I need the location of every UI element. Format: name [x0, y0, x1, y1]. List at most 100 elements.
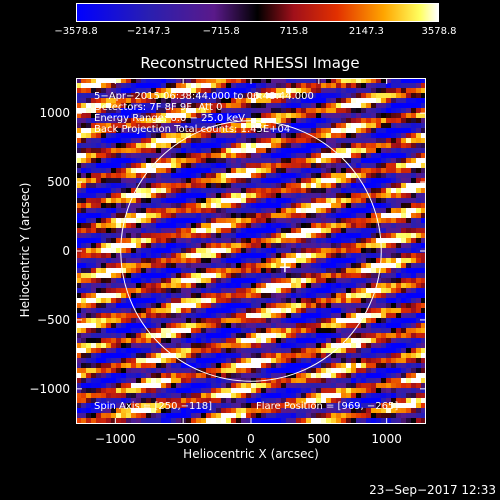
- heatmap-cell: [316, 143, 322, 149]
- heatmap-cell: [91, 258, 97, 264]
- heatmap-cell: [366, 338, 372, 344]
- heatmap-cell: [201, 388, 207, 394]
- heatmap-cell: [416, 323, 422, 329]
- heatmap-cell: [146, 203, 152, 209]
- heatmap-cell: [331, 103, 337, 109]
- heatmap-cell: [181, 298, 187, 304]
- heatmap-cell: [186, 328, 192, 334]
- heatmap-cell: [196, 273, 202, 279]
- heatmap-cell: [336, 283, 342, 289]
- heatmap-cell: [166, 183, 172, 189]
- heatmap-cell: [226, 203, 232, 209]
- heatmap-cell: [291, 198, 297, 204]
- heatmap-cell: [276, 338, 282, 344]
- heatmap-cell: [321, 308, 327, 314]
- heatmap-cell: [86, 133, 92, 139]
- heatmap-cell: [316, 298, 322, 304]
- heatmap-cell: [401, 278, 407, 284]
- heatmap-cell: [361, 243, 367, 249]
- heatmap-cell: [406, 198, 412, 204]
- heatmap-cell: [351, 268, 357, 274]
- heatmap-cell: [281, 378, 287, 384]
- heatmap-cell: [396, 83, 402, 89]
- heatmap-cell: [76, 268, 82, 274]
- heatmap-cell: [376, 83, 382, 89]
- heatmap-cell: [421, 133, 426, 139]
- heatmap-cell: [186, 398, 192, 404]
- heatmap-cell: [391, 133, 397, 139]
- heatmap-cell: [116, 348, 122, 354]
- heatmap-cell: [146, 308, 152, 314]
- heatmap-cell: [196, 118, 202, 124]
- heatmap-cell: [276, 133, 282, 139]
- heatmap-cell: [201, 318, 207, 324]
- heatmap-cell: [166, 108, 172, 114]
- heatmap-cell: [151, 78, 157, 84]
- heatmap-cell: [256, 228, 262, 234]
- heatmap-cell: [321, 338, 327, 344]
- heatmap-cell: [226, 288, 232, 294]
- heatmap-cell: [401, 383, 407, 389]
- heatmap-cell: [81, 183, 87, 189]
- heatmap-cell: [146, 418, 152, 424]
- heatmap-cell: [96, 198, 102, 204]
- heatmap-cell: [286, 153, 292, 159]
- heatmap-cell: [406, 353, 412, 359]
- heatmap-cell: [166, 143, 172, 149]
- heatmap-cell: [186, 233, 192, 239]
- heatmap-cell: [371, 403, 377, 409]
- heatmap-cell: [176, 323, 182, 329]
- heatmap-cell: [121, 108, 127, 114]
- heatmap-cell: [346, 273, 352, 279]
- heatmap-cell: [386, 303, 392, 309]
- heatmap-cell: [281, 253, 287, 259]
- heatmap-cell: [366, 208, 372, 214]
- heatmap-cell: [416, 203, 422, 209]
- heatmap-cell: [286, 403, 292, 409]
- heatmap-cell: [286, 318, 292, 324]
- heatmap-cell: [171, 138, 177, 144]
- heatmap-cell: [261, 398, 267, 404]
- heatmap-cell: [176, 208, 182, 214]
- heatmap-cell: [331, 193, 337, 199]
- heatmap-cell: [141, 173, 147, 179]
- heatmap-cell: [186, 343, 192, 349]
- heatmap-cell: [251, 333, 257, 339]
- heatmap-cell: [191, 223, 197, 229]
- heatmap-cell: [271, 278, 277, 284]
- heatmap-cell: [86, 328, 92, 334]
- heatmap-cell: [366, 78, 372, 84]
- heatmap-cell: [346, 363, 352, 369]
- heatmap-cell: [406, 303, 412, 309]
- heatmap-cell: [156, 213, 162, 219]
- heatmap-cell: [251, 173, 257, 179]
- heatmap-cell: [286, 348, 292, 354]
- heatmap-cell: [86, 258, 92, 264]
- heatmap-cell: [81, 333, 87, 339]
- heatmap-cell: [161, 353, 167, 359]
- heatmap-cell: [131, 213, 137, 219]
- heatmap-cell: [306, 208, 312, 214]
- heatmap-cell: [376, 253, 382, 259]
- heatmap-cell: [121, 228, 127, 234]
- heatmap-cell: [236, 388, 242, 394]
- heatmap-cell: [166, 278, 172, 284]
- heatmap-cell: [156, 268, 162, 274]
- heatmap-cell: [261, 303, 267, 309]
- heatmap-cell: [366, 353, 372, 359]
- heatmap-cell: [86, 363, 92, 369]
- heatmap-cell: [281, 188, 287, 194]
- heatmap-cell: [141, 213, 147, 219]
- heatmap-cell: [306, 238, 312, 244]
- heatmap-cell: [326, 258, 332, 264]
- heatmap-cell: [306, 223, 312, 229]
- heatmap-cell: [76, 243, 82, 249]
- heatmap-cell: [91, 178, 97, 184]
- heatmap-cell: [356, 188, 362, 194]
- heatmap-cell: [386, 353, 392, 359]
- heatmap-cell: [111, 173, 117, 179]
- heatmap-cell: [361, 288, 367, 294]
- heatmap-cell: [326, 243, 332, 249]
- heatmap-cell: [201, 268, 207, 274]
- heatmap-cell: [366, 103, 372, 109]
